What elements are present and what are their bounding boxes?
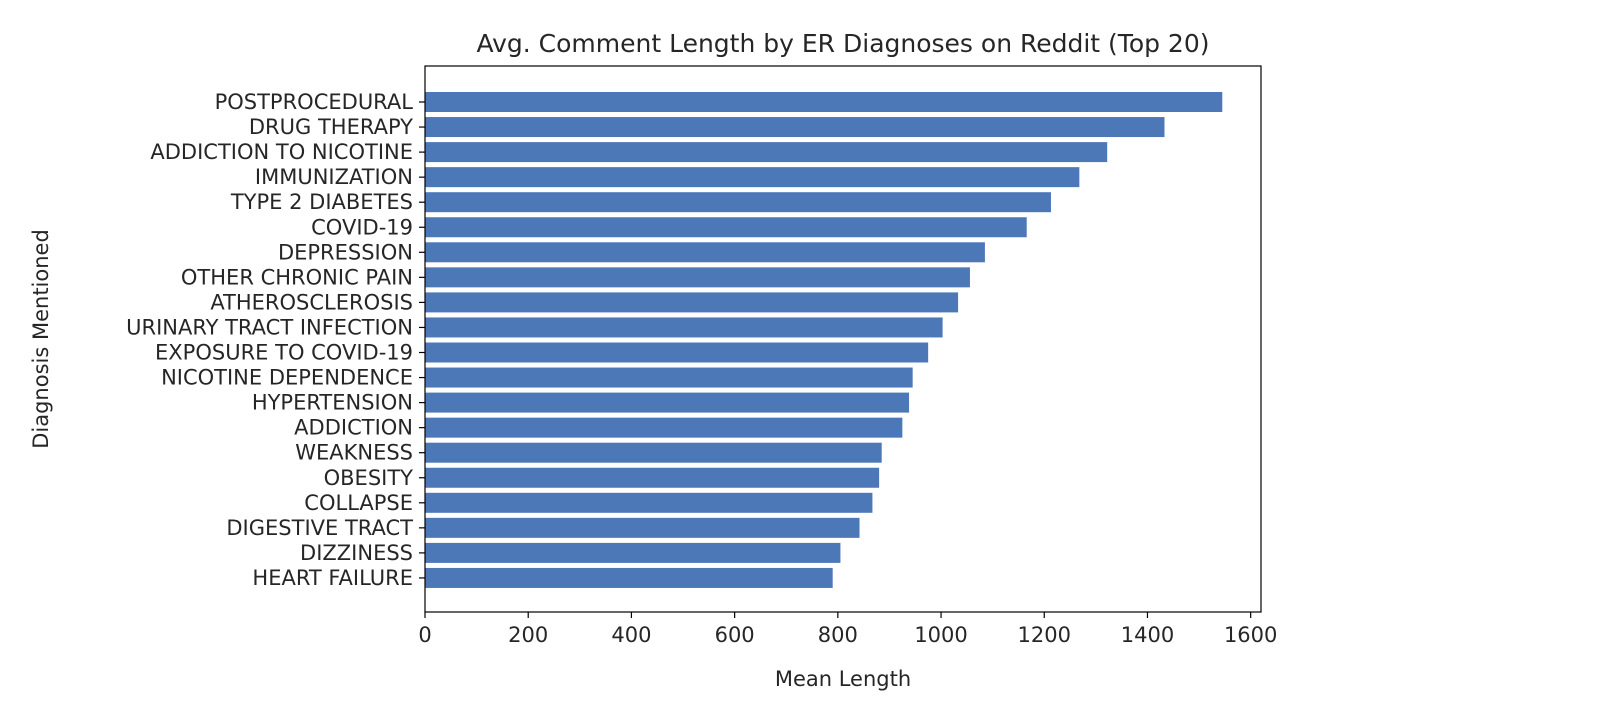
bar	[425, 217, 1027, 238]
y-axis-label: Diagnosis Mentioned	[29, 229, 53, 449]
plot-frame	[424, 65, 1262, 613]
x-tick-label: 800	[818, 623, 858, 647]
x-tick-label: 600	[715, 623, 755, 647]
y-tick-label: DIZZINESS	[300, 541, 413, 565]
y-tick-label: HEART FAILURE	[252, 566, 413, 590]
bar	[425, 492, 873, 513]
bar	[425, 117, 1165, 138]
bar	[425, 167, 1080, 188]
bar	[425, 442, 882, 463]
bar	[425, 517, 860, 538]
bar	[425, 142, 1108, 163]
y-tick-label: EXPOSURE TO COVID-19	[155, 341, 413, 365]
x-tick-label: 1200	[1018, 623, 1071, 647]
y-tick-label: HYPERTENSION	[252, 391, 413, 415]
bar	[425, 392, 910, 413]
x-tick-label: 1600	[1224, 623, 1277, 647]
y-tick-label: DRUG THERAPY	[249, 115, 413, 139]
bar	[425, 367, 913, 388]
bar	[425, 542, 841, 563]
x-tick-label: 200	[508, 623, 548, 647]
y-tick-label: OBESITY	[324, 466, 414, 490]
y-tick-label: DEPRESSION	[278, 240, 413, 264]
bar	[425, 342, 929, 363]
y-tick-label: ADDICTION TO NICOTINE	[150, 140, 413, 164]
x-tick-label: 1000	[914, 623, 967, 647]
y-tick-label: WEAKNESS	[295, 441, 413, 465]
x-tick-label: 0	[418, 623, 431, 647]
y-tick-label: COVID-19	[311, 215, 413, 239]
y-tick-label: POSTPROCEDURAL	[215, 90, 414, 114]
y-tick-label: IMMUNIZATION	[255, 165, 413, 189]
y-tick-label: ATHEROSCLEROSIS	[210, 290, 413, 314]
x-tick-label: 400	[611, 623, 651, 647]
bar	[425, 467, 880, 488]
bar	[425, 192, 1051, 213]
bar	[425, 292, 959, 313]
y-tick-label: NICOTINE DEPENDENCE	[161, 366, 413, 390]
bars-group	[425, 92, 1223, 588]
bar	[425, 417, 903, 438]
y-tick-label: TYPE 2 DIABETES	[230, 190, 413, 214]
y-tick-label: ADDICTION	[294, 416, 413, 440]
chart-title: Avg. Comment Length by ER Diagnoses on R…	[476, 29, 1209, 58]
y-tick-label: URINARY TRACT INFECTION	[126, 315, 413, 339]
x-axis-label: Mean Length	[775, 667, 911, 691]
bar	[425, 267, 970, 288]
bar	[425, 567, 833, 588]
y-tick-label: OTHER CHRONIC PAIN	[181, 265, 413, 289]
bar	[425, 242, 985, 263]
x-axis-ticks: 0 200 400 600 800 1000 1200 1400 1600	[418, 612, 1277, 647]
y-tick-label: COLLAPSE	[304, 491, 413, 515]
bar	[425, 317, 943, 338]
y-tick-label: DIGESTIVE TRACT	[226, 516, 413, 540]
bar	[425, 92, 1223, 112]
x-tick-label: 1400	[1121, 623, 1174, 647]
